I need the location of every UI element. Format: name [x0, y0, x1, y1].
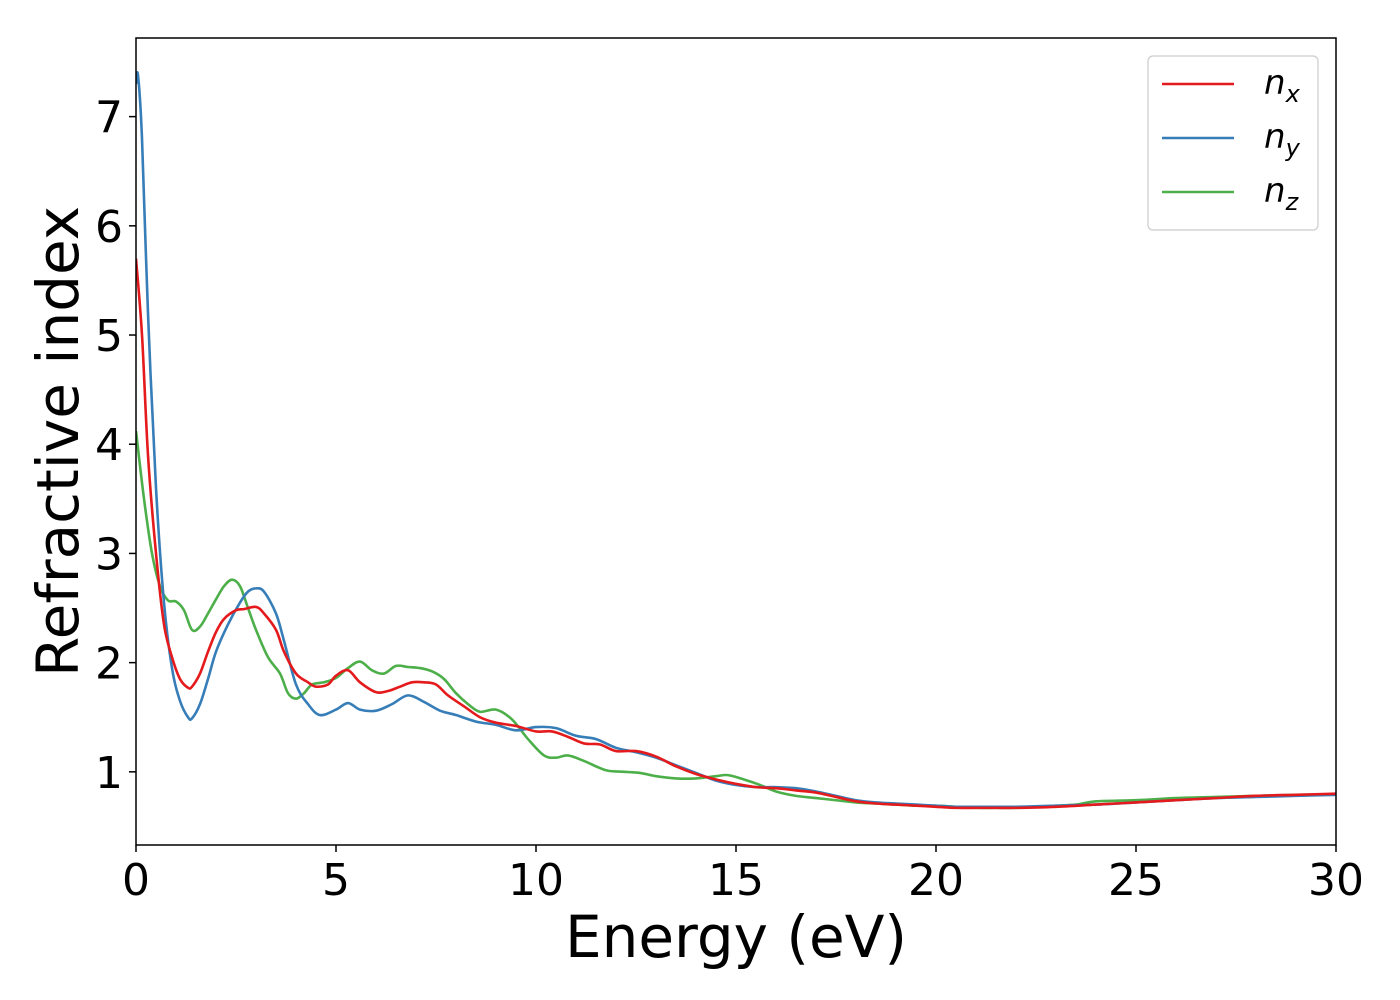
y-axis-title: Refractive index [24, 206, 92, 677]
y-tick-label: 2 [95, 639, 123, 690]
y-tick-label: 5 [95, 311, 123, 362]
legend-box [1147, 55, 1319, 231]
x-tick-label: 5 [322, 855, 350, 906]
series-line-n-z [136, 430, 1336, 810]
x-tick-label: 20 [908, 855, 964, 906]
x-tick-label: 10 [508, 855, 564, 906]
x-axis-title: Energy (eV) [565, 903, 907, 971]
y-tick-label: 1 [95, 748, 123, 799]
y-tick-label: 7 [95, 93, 123, 144]
x-axis-ticks: 0 5 10 15 20 25 30 [122, 845, 1364, 906]
legend: nx ny nz [1147, 55, 1319, 231]
y-tick-label: 6 [95, 202, 123, 253]
x-tick-label: 15 [708, 855, 764, 906]
x-tick-label: 25 [1108, 855, 1164, 906]
legend-label-y: ny [1264, 117, 1301, 162]
x-tick-label: 30 [1308, 855, 1364, 906]
legend-label-x: nx [1264, 63, 1301, 108]
y-tick-label: 3 [95, 529, 123, 580]
x-tick-label: 0 [122, 855, 150, 906]
series-line-n-x [136, 258, 1336, 810]
legend-label-z: nz [1264, 171, 1300, 216]
series-layer [136, 71, 1336, 810]
y-axis-ticks: 1 2 3 4 5 6 7 [95, 93, 136, 799]
y-tick-label: 4 [95, 420, 123, 471]
